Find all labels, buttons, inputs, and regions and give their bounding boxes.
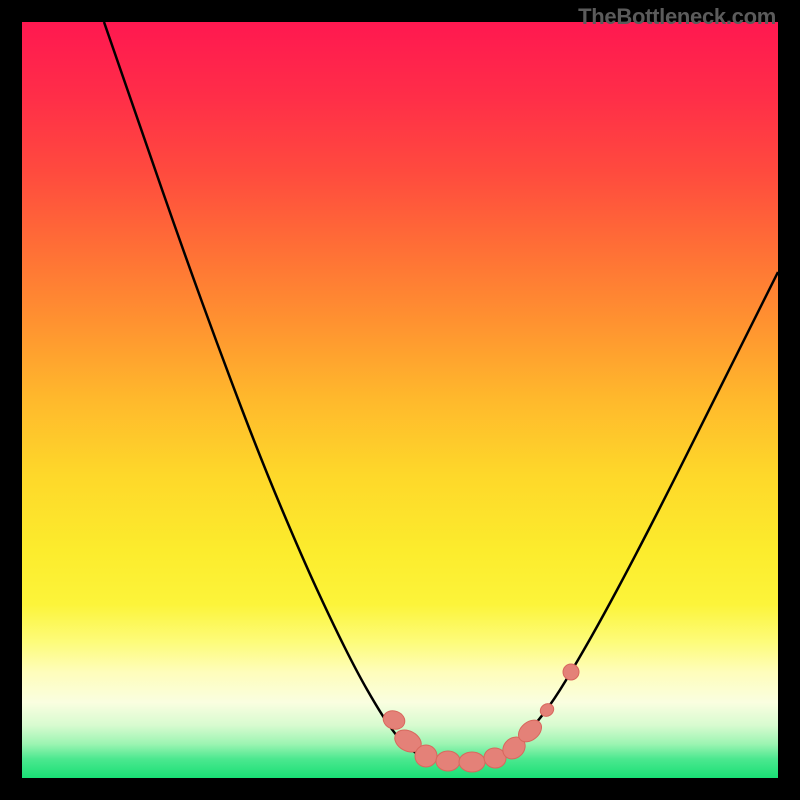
data-marker <box>415 745 437 767</box>
data-marker <box>563 664 579 680</box>
data-markers <box>381 664 579 772</box>
bottleneck-chart <box>22 22 778 778</box>
data-marker <box>436 751 460 771</box>
watermark-text: TheBottleneck.com <box>578 4 776 30</box>
data-marker <box>381 708 408 732</box>
bottleneck-curve <box>104 22 778 762</box>
chart-curve-layer <box>22 22 778 778</box>
data-marker <box>459 752 485 772</box>
